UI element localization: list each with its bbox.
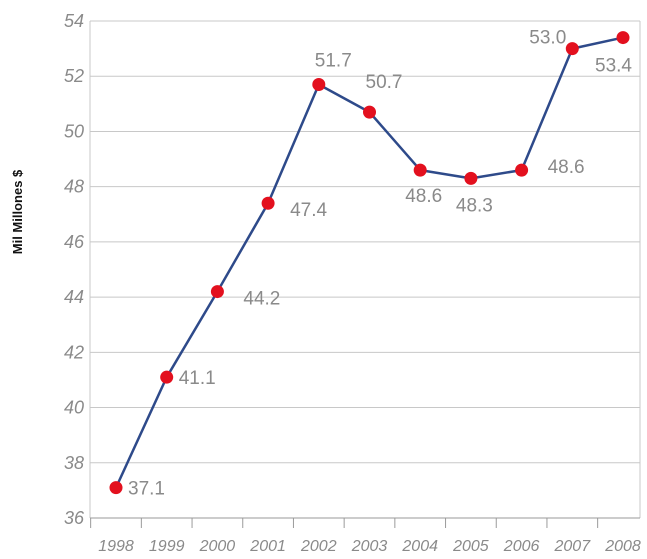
data-point [109, 481, 123, 495]
data-point [160, 370, 174, 384]
y-tick-label: 42 [64, 342, 84, 362]
x-tick-labels: 1998 1999 2000 2001 2002 2003 2004 2005 2006 2007… [98, 538, 641, 555]
data-points [109, 31, 630, 495]
y-tick-label: 52 [64, 66, 84, 86]
data-point [464, 171, 478, 185]
data-label: 48.6 [405, 186, 442, 207]
y-tick-label: 50 [64, 121, 84, 141]
data-label: 53.0 [529, 28, 566, 49]
y-tick-labels: 36 38 40 42 44 46 48 50 52 54 [64, 11, 85, 528]
data-point [210, 285, 224, 299]
data-label: 37.1 [128, 479, 165, 500]
x-tick-label: 2002 [300, 538, 337, 555]
grid-lines [90, 20, 640, 519]
data-label: 53.4 [595, 56, 632, 77]
x-tick-label: 2001 [249, 538, 286, 555]
x-tick-label: 1998 [98, 538, 134, 555]
data-point [363, 105, 376, 119]
x-tick-label: 2000 [199, 538, 236, 555]
y-tick-label: 54 [64, 11, 84, 31]
data-point [565, 42, 579, 56]
x-tick-label: 2006 [503, 538, 540, 555]
data-point [616, 31, 630, 45]
data-label: 44.2 [243, 289, 280, 310]
data-point [261, 196, 275, 210]
data-label: 48.6 [548, 157, 585, 178]
y-tick-label: 38 [64, 453, 84, 473]
y-axis-title: Mil Millones $ [10, 169, 25, 254]
data-point [515, 163, 529, 177]
series-line [114, 36, 624, 489]
x-tick-label: 2003 [351, 538, 388, 555]
data-label: 47.4 [290, 200, 327, 221]
data-label: 50.7 [366, 72, 403, 93]
x-tick-label: 2008 [604, 538, 641, 555]
data-point [413, 163, 427, 177]
data-labels: 37.1 41.1 44.2 47.4 51.7 50.7 48.6 48.3 48.6 53.0… [128, 28, 632, 500]
y-tick-label: 44 [64, 287, 84, 307]
series-line-path [114, 36, 624, 489]
x-tick-label: 1999 [149, 538, 185, 555]
data-point [312, 78, 326, 92]
data-label: 48.3 [456, 195, 493, 216]
y-tick-label: 46 [64, 232, 85, 252]
data-label: 41.1 [179, 368, 216, 389]
x-tick-label: 2007 [554, 538, 592, 555]
axes [89, 21, 641, 528]
y-tick-label: 36 [64, 508, 85, 528]
x-tick-label: 2005 [452, 538, 489, 555]
y-tick-label: 48 [64, 177, 84, 197]
y-tick-label: 40 [64, 398, 84, 418]
x-tick-label: 2004 [401, 538, 438, 555]
data-label: 51.7 [315, 51, 352, 72]
